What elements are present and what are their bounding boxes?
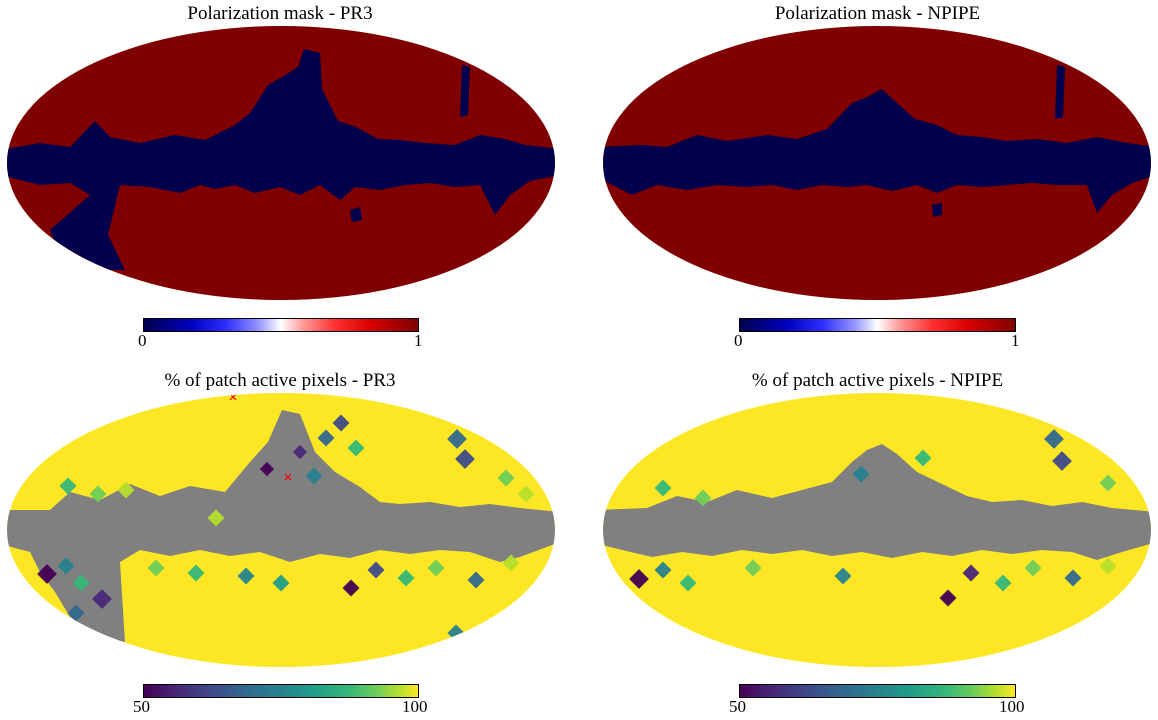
red-x-marker <box>284 473 292 481</box>
panel-pr3-active-pixels: % of patch active pixels - PR3 <box>0 360 560 720</box>
colorbar <box>739 684 1016 698</box>
colorbar <box>143 684 419 698</box>
patch-tile <box>342 579 360 597</box>
mollweide-map <box>7 26 555 300</box>
patch-tile <box>57 557 75 575</box>
patch-tile <box>914 449 932 467</box>
patch-tile <box>237 567 255 585</box>
panel-npipe-mask: Polarization mask - NPIPE 0 1 <box>597 0 1158 360</box>
patch-tile <box>397 569 415 587</box>
northern-spur-mask <box>460 65 470 117</box>
patch-tile <box>834 567 852 585</box>
patch-tile <box>694 489 712 507</box>
patch-tile <box>1024 559 1042 577</box>
patch-tile <box>1099 557 1117 575</box>
galactic-plane-mask <box>7 49 555 270</box>
patch-tile <box>654 561 672 579</box>
colorbar <box>143 318 419 332</box>
patch-tile <box>207 509 225 527</box>
patch-tile <box>654 479 672 497</box>
patch-tile <box>502 554 520 572</box>
patch-tile <box>1052 451 1072 471</box>
panel-title: Polarization mask - NPIPE <box>774 3 981 24</box>
colorbar-min-label: 0 <box>138 331 147 350</box>
colorbar-max-label: 100 <box>402 697 428 716</box>
patch-tile <box>272 574 290 592</box>
patch-tile <box>147 559 165 577</box>
patch-tile <box>367 561 385 579</box>
patch-tile <box>994 574 1012 592</box>
patch-tile <box>517 485 535 503</box>
patch-tile <box>259 461 275 477</box>
galactic-plane-mask <box>603 89 1151 213</box>
patch-tile <box>1064 569 1082 587</box>
colorbar-min-label: 50 <box>133 697 150 716</box>
patch-tile <box>939 589 957 607</box>
colorbar-max-label: 1 <box>414 331 423 350</box>
patch-tile <box>67 604 85 622</box>
patch-tile <box>962 564 980 582</box>
colorbar-max-label: 1 <box>1011 331 1020 350</box>
patch-tile <box>679 574 697 592</box>
patch-tile <box>455 449 475 469</box>
southern-patch-mask <box>350 207 362 222</box>
panel-title: Polarization mask - PR3 <box>187 3 373 24</box>
galactic-masked-region <box>7 410 555 642</box>
patch-tile <box>852 465 870 483</box>
mollweide-map <box>603 393 1151 667</box>
colorbar-max-label: 100 <box>999 697 1025 716</box>
mollweide-map <box>603 26 1151 300</box>
patch-tile <box>447 429 467 449</box>
patch-tile <box>292 444 308 460</box>
small-patch-mask <box>932 203 942 217</box>
panel-title: % of patch active pixels - PR3 <box>164 370 396 391</box>
patch-tile <box>1044 429 1064 449</box>
patch-tile <box>467 571 485 589</box>
panel-npipe-active-pixels: % of patch active pixels - NPIPE <box>597 360 1158 720</box>
galactic-masked-region <box>603 444 1151 560</box>
colorbar-min-label: 0 <box>734 331 743 350</box>
panel-title: % of patch active pixels - NPIPE <box>751 370 1004 391</box>
patch-tile <box>187 564 205 582</box>
colorbar-min-label: 50 <box>729 697 746 716</box>
mollweide-map <box>7 393 555 667</box>
patch-tile <box>72 574 90 592</box>
patch-tile <box>744 559 762 577</box>
panel-pr3-mask: Polarization mask - PR3 0 1 <box>0 0 560 360</box>
patch-tile <box>89 485 107 503</box>
red-x-markers <box>229 393 292 481</box>
colorbar <box>739 318 1016 332</box>
patch-tile <box>427 559 445 577</box>
northern-spur-mask <box>1055 65 1065 119</box>
